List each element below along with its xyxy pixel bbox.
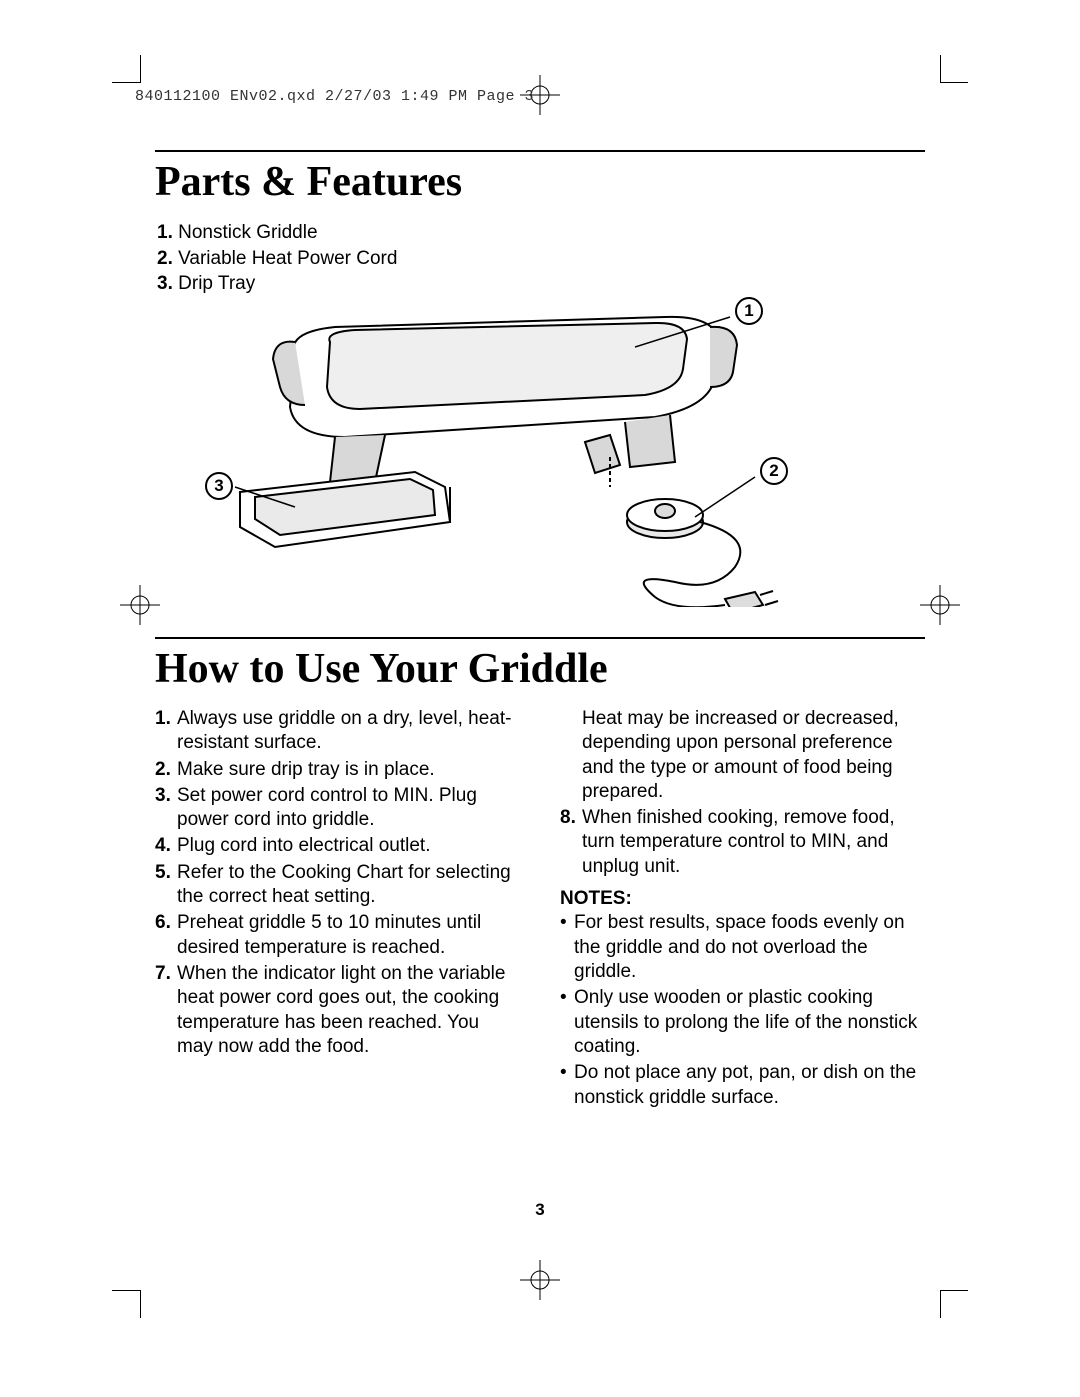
document-slug: 840112100 ENv02.qxd 2/27/03 1:49 PM Page… (135, 88, 534, 105)
step-item: 2.Make sure drip tray is in place. (155, 758, 520, 782)
callout-3: 3 (205, 472, 233, 500)
section-rule (155, 637, 925, 639)
griddle-diagram: 1 2 3 (155, 287, 925, 607)
section-rule (155, 150, 925, 152)
crop-line (940, 1290, 968, 1291)
parts-item: 1. Nonstick Griddle (157, 220, 925, 246)
page-number: 3 (0, 1200, 1080, 1220)
parts-item: 2. Variable Heat Power Cord (157, 246, 925, 272)
note-item: •Do not place any pot, pan, or dish on t… (560, 1061, 925, 1110)
page-content: Parts & Features 1. Nonstick Griddle 2. … (155, 150, 925, 1112)
crop-line (940, 82, 968, 83)
step-continuation: Heat may be increased or decreased, depe… (560, 707, 925, 804)
note-item: •For best results, space foods evenly on… (560, 911, 925, 984)
step-item: 6.Preheat griddle 5 to 10 minutes until … (155, 911, 520, 960)
crop-line (940, 55, 941, 83)
instructions-col-1: 1.Always use griddle on a dry, level, he… (155, 707, 520, 1112)
step-item: 3.Set power cord control to MIN. Plug po… (155, 784, 520, 833)
step-item: 5.Refer to the Cooking Chart for selecti… (155, 861, 520, 910)
crop-mark-right (920, 585, 960, 625)
step-item: 4.Plug cord into electrical outlet. (155, 834, 520, 858)
crop-line (112, 1290, 140, 1291)
note-item: •Only use wooden or plastic cooking uten… (560, 986, 925, 1059)
notes-heading: NOTES: (560, 887, 925, 911)
step-item: 7.When the indicator light on the variab… (155, 962, 520, 1059)
crop-line (940, 1290, 941, 1318)
callout-1: 1 (735, 297, 763, 325)
step-item: 8.When finished cooking, remove food, tu… (560, 806, 925, 879)
section-how-to-use: How to Use Your Griddle 1.Always use gri… (155, 637, 925, 1112)
section-title-howto: How to Use Your Griddle (155, 645, 925, 693)
section-title-parts: Parts & Features (155, 158, 925, 206)
callout-2: 2 (760, 457, 788, 485)
crop-mark-left (120, 585, 160, 625)
crop-line (140, 55, 141, 83)
step-item: 1.Always use griddle on a dry, level, he… (155, 707, 520, 756)
crop-mark-bottom (520, 1260, 560, 1300)
crop-line (140, 1290, 141, 1318)
instructions-col-2: Heat may be increased or decreased, depe… (560, 707, 925, 1112)
parts-list: 1. Nonstick Griddle 2. Variable Heat Pow… (157, 220, 925, 297)
crop-line (112, 82, 140, 83)
